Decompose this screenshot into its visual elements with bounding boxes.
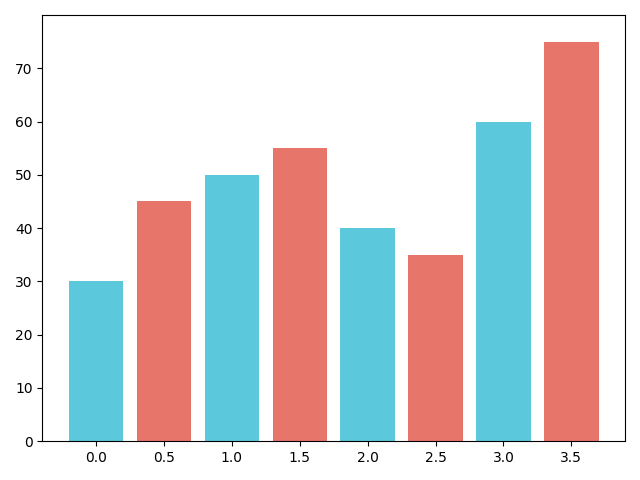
Bar [137, 202, 191, 441]
Bar [408, 255, 463, 441]
Bar [205, 175, 259, 441]
Bar [340, 228, 395, 441]
Bar [69, 281, 123, 441]
Bar [476, 121, 531, 441]
Bar [544, 42, 598, 441]
Bar [273, 148, 327, 441]
